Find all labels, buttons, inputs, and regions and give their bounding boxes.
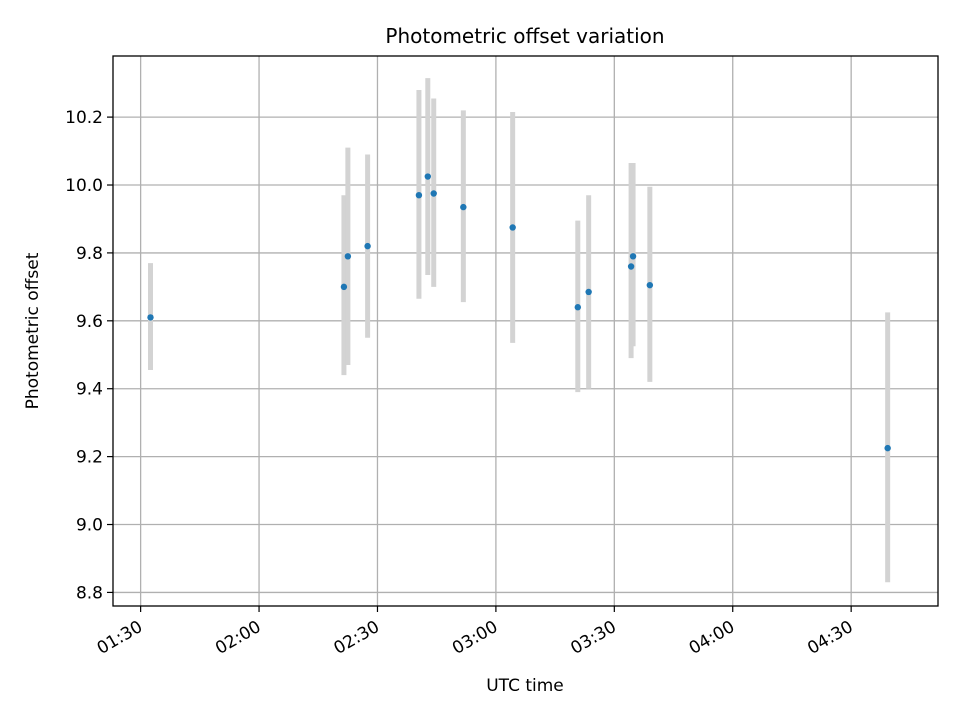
data-point (344, 253, 352, 260)
chart-title: Photometric offset variation (385, 24, 664, 48)
grid (113, 56, 938, 606)
data-point (884, 444, 891, 452)
data-point (460, 203, 467, 211)
data-point (627, 263, 635, 270)
y-tick-label: 9.0 (76, 516, 103, 536)
data-point (574, 304, 582, 311)
y-tick-label: 8.8 (76, 583, 103, 603)
data-point (509, 224, 516, 231)
x-tick-label: 02:30 (331, 617, 383, 659)
x-tick-label: 04:00 (686, 617, 738, 659)
y-tick-label: 10.0 (65, 176, 103, 196)
data-point (646, 281, 654, 289)
data-point (585, 288, 592, 296)
y-tick-label: 9.4 (76, 380, 103, 400)
error-bars (148, 78, 891, 583)
y-tick-label: 10.2 (65, 108, 103, 128)
x-tick-label: 01:30 (94, 617, 146, 659)
plot-area-frame (112, 55, 939, 607)
data-point (147, 314, 154, 321)
data-point (340, 283, 348, 291)
data-point (430, 190, 437, 197)
data-point (364, 242, 371, 250)
x-axis-ticks: 01:30 02:00 02:30 03:00 03:30 04:00 04:30 (94, 606, 857, 659)
y-tick-label: 9.2 (76, 448, 103, 468)
x-tick-label: 03:30 (567, 617, 619, 659)
x-axis-label: UTC time (486, 676, 564, 696)
data-point (424, 173, 432, 180)
y-tick-label: 9.6 (76, 312, 103, 332)
y-axis-ticks: 8.8 9.0 9.2 9.4 9.6 9.8 10.0 10.2 (65, 108, 113, 603)
x-tick-label: 04:30 (804, 617, 856, 659)
y-axis-label: Photometric offset (23, 252, 43, 409)
y-tick-label: 9.8 (76, 244, 103, 264)
x-tick-label: 02:00 (212, 617, 264, 659)
data-points (147, 173, 891, 452)
x-tick-label: 03:00 (449, 617, 501, 659)
data-point (415, 191, 423, 199)
data-point (629, 253, 637, 260)
